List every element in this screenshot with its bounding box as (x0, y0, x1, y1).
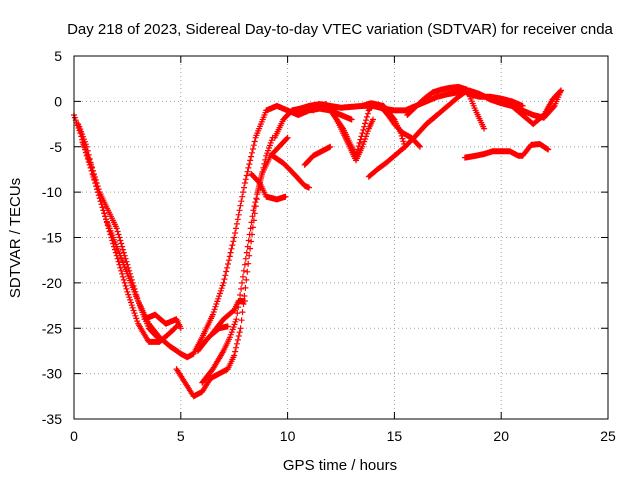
x-tick-label: 15 (387, 428, 403, 444)
series-arc-10 (269, 152, 312, 191)
x-tick-label: 20 (493, 428, 509, 444)
y-tick-label: 0 (54, 93, 62, 109)
point-markers (461, 141, 552, 161)
series-arc-18 (423, 87, 470, 128)
y-tick-label: 5 (54, 48, 62, 64)
point-markers (455, 84, 526, 109)
point-markers (269, 152, 312, 191)
axis-ticks (73, 55, 609, 420)
y-axis-title: SDTVAR / TECUs (7, 178, 24, 298)
point-markers (301, 143, 334, 168)
series-arc-12 (301, 143, 334, 168)
y-tick-label: -30 (42, 366, 62, 382)
x-tick-labels: 0 5 10 15 20 25 (70, 428, 616, 444)
point-markers (423, 87, 470, 128)
series-arc-8 (209, 298, 248, 336)
point-markers (248, 171, 289, 203)
x-tick-label: 25 (600, 428, 616, 444)
series-arc-4 (79, 139, 161, 341)
x-tick-label: 10 (280, 428, 296, 444)
x-axis-title: GPS time / hours (283, 457, 397, 474)
point-markers (209, 298, 248, 336)
series-arc-14 (333, 116, 376, 164)
y-tick-labels: -35 -30 -25 -20 -15 -10 -5 0 5 (42, 48, 62, 427)
x-tick-label: 0 (70, 428, 78, 444)
point-markers (508, 87, 564, 128)
y-tick-label: -15 (42, 230, 62, 246)
y-tick-label: -20 (42, 275, 62, 291)
data-points (71, 83, 564, 400)
point-markers (333, 116, 376, 164)
y-tick-label: -25 (42, 320, 62, 336)
y-tick-label: -5 (50, 139, 63, 155)
x-tick-label: 5 (177, 428, 185, 444)
chart-title: Day 218 of 2023, Sidereal Day-to-day VTE… (67, 21, 613, 38)
y-tick-label: -35 (42, 411, 62, 427)
series-arc-20 (508, 87, 564, 128)
y-tick-label: -10 (42, 184, 62, 200)
point-markers (79, 139, 161, 341)
series-arc-9 (248, 171, 289, 203)
series-arc-21 (461, 141, 552, 161)
series-arc-19 (455, 84, 526, 109)
